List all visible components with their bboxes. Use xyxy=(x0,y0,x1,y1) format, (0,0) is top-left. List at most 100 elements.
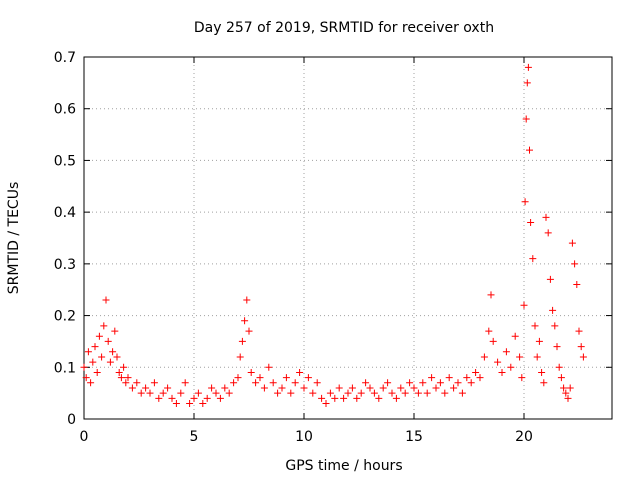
data-point xyxy=(507,363,515,371)
data-point xyxy=(91,343,99,351)
data-point xyxy=(485,327,493,335)
data-point xyxy=(238,337,246,345)
y-axis-title: SRMTID / TECUs xyxy=(6,182,22,295)
data-point xyxy=(159,389,167,397)
data-point xyxy=(155,394,163,402)
data-point xyxy=(335,384,343,392)
data-point xyxy=(487,291,495,299)
data-point xyxy=(379,384,387,392)
data-point xyxy=(560,384,568,392)
data-point xyxy=(291,379,299,387)
data-point xyxy=(494,358,502,366)
data-point xyxy=(256,374,264,382)
data-point xyxy=(518,374,526,382)
data-point xyxy=(113,353,121,361)
data-point xyxy=(423,389,431,397)
data-point xyxy=(120,363,128,371)
data-point xyxy=(326,389,334,397)
data-point xyxy=(95,332,103,340)
data-point xyxy=(523,79,531,87)
data-point xyxy=(410,384,418,392)
data-point xyxy=(450,384,458,392)
data-point xyxy=(480,353,488,361)
data-point xyxy=(133,379,141,387)
data-point xyxy=(190,394,198,402)
data-points xyxy=(80,63,587,407)
data-point xyxy=(370,389,378,397)
data-point xyxy=(304,374,312,382)
data-point xyxy=(414,389,422,397)
data-point xyxy=(571,260,579,268)
data-point xyxy=(111,327,119,335)
data-point xyxy=(128,384,136,392)
data-point xyxy=(520,301,528,309)
data-point xyxy=(225,389,233,397)
data-point xyxy=(524,63,532,71)
data-point xyxy=(533,353,541,361)
data-point xyxy=(274,389,282,397)
data-point xyxy=(80,363,88,371)
data-point xyxy=(557,374,565,382)
data-point xyxy=(531,322,539,330)
data-point xyxy=(313,379,321,387)
data-point xyxy=(236,353,244,361)
grid xyxy=(84,57,612,419)
data-point xyxy=(445,374,453,382)
data-point xyxy=(476,374,484,382)
data-point xyxy=(366,384,374,392)
data-point xyxy=(146,389,154,397)
data-point xyxy=(216,394,224,402)
data-point xyxy=(98,353,106,361)
data-point xyxy=(194,389,202,397)
data-point xyxy=(454,379,462,387)
data-point xyxy=(245,327,253,335)
data-point xyxy=(553,343,561,351)
data-point xyxy=(527,218,535,226)
y-tick-label: 0.2 xyxy=(54,309,76,325)
data-point xyxy=(234,374,242,382)
data-point xyxy=(467,379,475,387)
data-point xyxy=(84,348,92,356)
data-point xyxy=(540,379,548,387)
x-axis-title: GPS time / hours xyxy=(285,458,402,474)
data-point xyxy=(538,368,546,376)
data-point xyxy=(269,379,277,387)
data-point xyxy=(428,374,436,382)
data-point xyxy=(397,384,405,392)
data-point xyxy=(566,384,574,392)
data-point xyxy=(535,337,543,345)
data-point xyxy=(142,384,150,392)
data-point xyxy=(186,399,194,407)
data-point xyxy=(562,389,570,397)
data-point xyxy=(529,255,537,263)
data-point xyxy=(106,358,114,366)
data-point xyxy=(318,394,326,402)
data-point xyxy=(340,394,348,402)
data-point xyxy=(124,374,132,382)
data-point xyxy=(100,322,108,330)
axis-ticks: 0 0.1 0.2 0.3 0.4 0.5 0.6 0.7 0 5 10 15 20 xyxy=(54,50,612,445)
data-point xyxy=(516,353,524,361)
data-point xyxy=(357,389,365,397)
data-point xyxy=(406,379,414,387)
data-point xyxy=(104,337,112,345)
data-point xyxy=(230,379,238,387)
data-point xyxy=(521,198,529,206)
data-point xyxy=(344,389,352,397)
data-point xyxy=(575,327,583,335)
data-point xyxy=(102,296,110,304)
data-point xyxy=(260,384,268,392)
data-point xyxy=(137,389,145,397)
data-point xyxy=(353,394,361,402)
chart-title: Day 257 of 2019, SRMTID for receiver oxt… xyxy=(194,20,494,36)
x-tick-label: 15 xyxy=(405,429,423,445)
data-point xyxy=(568,239,576,247)
data-point xyxy=(252,379,260,387)
data-point xyxy=(392,394,400,402)
data-point xyxy=(241,317,249,325)
y-tick-label: 0.1 xyxy=(54,360,76,376)
data-point xyxy=(348,384,356,392)
data-point xyxy=(150,379,158,387)
data-point xyxy=(579,353,587,361)
data-point xyxy=(177,389,185,397)
